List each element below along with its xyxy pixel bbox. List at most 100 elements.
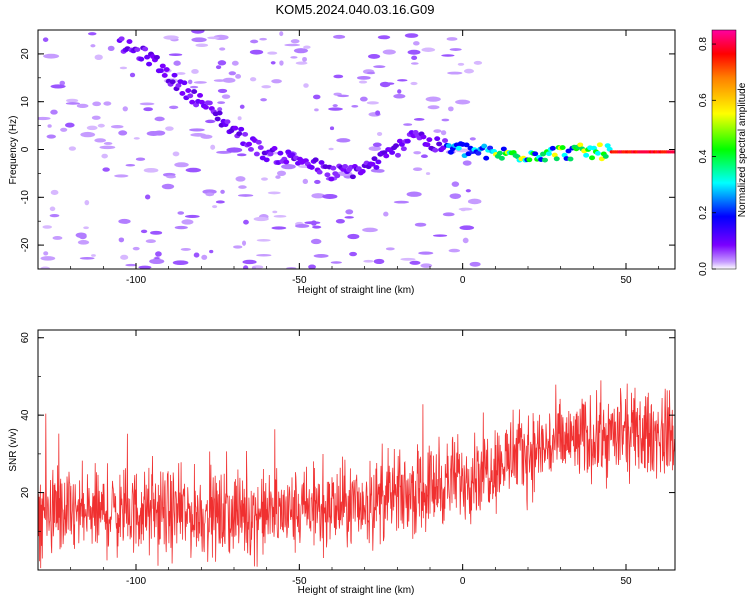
spectrogram-ridge-cell	[263, 157, 270, 163]
spectrogram-noise-blob	[209, 249, 214, 254]
spectrogram-noise-blob	[107, 45, 115, 51]
spectrogram-noise-blob	[328, 147, 334, 151]
spectrogram-ridge-cell	[496, 150, 503, 156]
spectrogram-ridge-cell	[583, 152, 590, 158]
spectrogram-ridge-cell	[289, 152, 296, 158]
spectrogram-noise-blob	[303, 45, 311, 49]
spectrogram-noise-blob	[400, 257, 416, 261]
spectrogram-y-tick-label: 10	[20, 96, 31, 108]
spectrogram-noise-blob	[87, 32, 97, 36]
spectrogram-noise-blob	[76, 103, 89, 109]
spectrogram-ridge-cell	[400, 146, 407, 152]
spectrogram-ridge-cell	[246, 141, 253, 147]
spectrogram-noise-blob	[260, 98, 267, 102]
spectrogram-ridge-cell	[383, 153, 390, 159]
spectrogram-noise-blob	[168, 53, 183, 56]
spectrogram-ridge-cell	[118, 36, 125, 42]
spectrogram-noise-blob	[79, 256, 95, 260]
spectrogram-noise-blob	[376, 131, 383, 137]
spectrogram-noise-blob	[180, 247, 191, 251]
spectrogram-noise-blob	[49, 213, 60, 218]
snr-y-tick-label: 60	[20, 332, 31, 344]
spectrogram-ridge-cell	[169, 79, 176, 85]
spectrogram-noise-blob	[217, 88, 228, 93]
snr-series-line	[38, 380, 675, 569]
spectrogram-noise-blob	[191, 37, 207, 43]
spectrogram-noise-blob	[463, 68, 474, 74]
spectrogram-noise-blob	[259, 37, 267, 41]
spectrogram-noise-blob	[237, 194, 254, 197]
spectrogram-noise-blob	[50, 189, 59, 196]
spectrogram-ridge-cell	[144, 54, 151, 60]
spectrogram-ridge-cell	[312, 157, 319, 163]
spectrogram-noise-blob	[46, 134, 56, 139]
spectrogram-noise-blob	[410, 62, 419, 65]
spectrogram-noise-blob	[367, 54, 381, 59]
spectrogram-ridge-cell	[355, 166, 362, 171]
spectrogram-noise-blob	[172, 151, 180, 157]
spectrogram-noise-blob	[458, 207, 473, 211]
spectrogram-noise-blob	[366, 101, 379, 105]
spectrogram-ridge-cell	[577, 142, 584, 148]
spectrogram-noise-blob	[276, 170, 287, 177]
spectrogram-noise-blob	[120, 254, 129, 260]
spectrogram-noise-blob	[383, 211, 389, 217]
spectrogram-noise-blob	[411, 55, 418, 60]
spectrogram-ridge-cell	[247, 146, 254, 152]
spectrogram-noise-blob	[66, 98, 79, 103]
spectrogram-noise-blob	[256, 253, 272, 257]
spectrogram-noise-blob	[40, 256, 56, 261]
spectrogram-ridge-cell	[324, 172, 331, 178]
spectrogram-noise-blob	[43, 251, 49, 256]
spectrogram-ridge-cell	[153, 54, 160, 60]
spectrogram-ridge-cell	[157, 68, 164, 74]
spectrogram-ridge-cell	[236, 131, 243, 137]
spectrogram-noise-blob	[38, 116, 51, 121]
spectrogram-noise-blob	[103, 142, 113, 145]
spectrogram-ridge-cell	[359, 168, 366, 174]
spectrogram-noise-blob	[433, 129, 442, 133]
spectrogram-noise-blob	[181, 219, 194, 225]
spectrogram-noise-blob	[150, 230, 163, 235]
spectrogram-noise-blob	[433, 234, 448, 237]
spectrogram-ridge-cell	[500, 146, 507, 152]
spectrogram-ridge-cell	[455, 145, 462, 151]
spectrogram-noise-blob	[90, 44, 96, 48]
spectrogram-noise-blob	[403, 123, 413, 126]
spectrogram-ridge-cell	[475, 150, 482, 156]
spectrogram-noise-blob	[451, 181, 460, 187]
spectrogram-noise-blob	[143, 107, 153, 112]
spectrogram-noise-blob	[221, 94, 231, 99]
spectrogram-noise-blob	[169, 105, 179, 110]
spectrogram-noise-blob	[135, 157, 146, 161]
spectrogram-ridge-cell	[216, 110, 223, 116]
spectrogram-noise-blob	[446, 37, 458, 41]
snr-ticks: -100 -50 0 50 20 40 60	[20, 330, 675, 587]
spectrogram-noise-blob	[362, 227, 378, 233]
spectrogram-noise-blob	[210, 144, 216, 150]
spectrogram-ridge-cell	[283, 159, 290, 165]
spectrogram-ridge-cell	[253, 151, 260, 157]
spectrogram-ridge-cell	[551, 152, 558, 158]
spectrogram-noise-blob	[333, 34, 346, 39]
spectrogram-noise-blob	[86, 125, 98, 131]
spectrogram-noise-blob	[217, 107, 223, 112]
spectrogram-ridge-cell	[594, 150, 601, 156]
spectrogram-noise-blob	[243, 219, 249, 225]
spectrogram-noise-blob	[385, 247, 395, 251]
spectrogram-noise-blob	[52, 236, 63, 240]
spectrogram-noise-blob	[448, 248, 461, 253]
spectrogram-noise-blob	[174, 225, 188, 230]
spectrogram-noise-blob	[286, 266, 297, 269]
spectrogram-ridge-cell	[242, 131, 249, 137]
spectrogram-noise-blob	[467, 198, 482, 205]
spectrogram-noise-blob	[233, 245, 243, 249]
spectrogram-noise-blob	[118, 218, 131, 224]
spectrogram-noise-blob	[455, 99, 471, 105]
spectrogram-noise-blob	[311, 193, 325, 199]
spectrogram-noise-blob	[129, 72, 136, 78]
spectrogram-ridge-cell	[191, 89, 198, 94]
spectrogram-noise-blob	[163, 35, 179, 40]
spectrogram-noise-blob	[237, 116, 242, 121]
